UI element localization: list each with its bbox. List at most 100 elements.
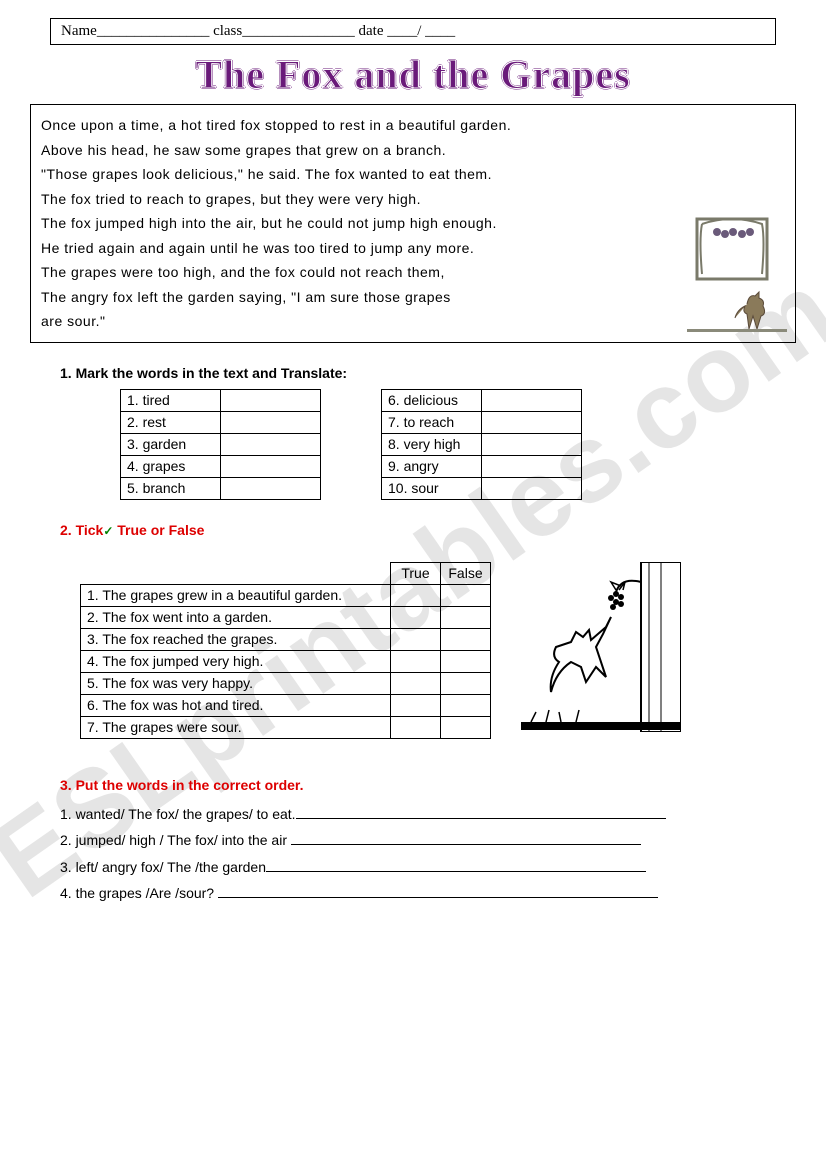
table-row: 1. The grapes grew in a beautiful garden… bbox=[81, 584, 491, 606]
tf-section: True False 1. The grapes grew in a beaut… bbox=[30, 562, 796, 739]
story-line: The fox jumped high into the air, but he… bbox=[41, 211, 785, 236]
false-header: False bbox=[441, 562, 491, 584]
vocab-answer[interactable] bbox=[221, 455, 321, 477]
tf-true-cell[interactable] bbox=[391, 650, 441, 672]
name-label: Name bbox=[61, 23, 97, 39]
vocab-word: garden bbox=[143, 436, 187, 452]
order-prompt: 1. wanted/ The fox/ the grapes/ to eat. bbox=[60, 806, 296, 822]
vocab-table-right: 6. delicious 7. to reach 8. very high 9.… bbox=[381, 389, 582, 500]
table-row: 5. branch bbox=[121, 477, 321, 499]
vocab-answer[interactable] bbox=[482, 433, 582, 455]
table-row: True False bbox=[81, 562, 491, 584]
vocab-answer[interactable] bbox=[482, 455, 582, 477]
tf-statement: 7. The grapes were sour. bbox=[81, 716, 391, 738]
table-row: 5. The fox was very happy. bbox=[81, 672, 491, 694]
order-answer[interactable] bbox=[291, 833, 641, 845]
table-row: 6. delicious bbox=[382, 389, 582, 411]
tf-false-cell[interactable] bbox=[441, 606, 491, 628]
page-title: The Fox and the Grapes bbox=[30, 51, 796, 98]
story-line: The fox tried to reach to grapes, but th… bbox=[41, 187, 785, 212]
order-answer[interactable] bbox=[218, 886, 658, 898]
table-row: 3. The fox reached the grapes. bbox=[81, 628, 491, 650]
table-row: 1. tired bbox=[121, 389, 321, 411]
ex2-label: 2. Tick✓ True or False bbox=[60, 522, 796, 538]
tf-false-cell[interactable] bbox=[441, 672, 491, 694]
tf-true-cell[interactable] bbox=[391, 584, 441, 606]
vocab-num: 4. bbox=[127, 458, 139, 474]
ex2-label-post: True or False bbox=[113, 522, 204, 538]
vocab-tables: 1. tired 2. rest 3. garden 4. grapes 5. … bbox=[120, 389, 796, 500]
tf-statement: 1. The grapes grew in a beautiful garden… bbox=[81, 584, 391, 606]
vocab-table-left: 1. tired 2. rest 3. garden 4. grapes 5. … bbox=[120, 389, 321, 500]
tf-false-cell[interactable] bbox=[441, 694, 491, 716]
vocab-num: 10. bbox=[388, 480, 407, 496]
tf-true-cell[interactable] bbox=[391, 606, 441, 628]
order-prompt: 3. left/ angry fox/ The /the garden bbox=[60, 859, 266, 875]
order-item: 3. left/ angry fox/ The /the garden bbox=[60, 854, 796, 881]
tf-true-cell[interactable] bbox=[391, 694, 441, 716]
table-row: 7. The grapes were sour. bbox=[81, 716, 491, 738]
vocab-word: grapes bbox=[143, 458, 186, 474]
ex2-label-pre: 2. Tick bbox=[60, 522, 103, 538]
tf-true-cell[interactable] bbox=[391, 628, 441, 650]
name-blank[interactable]: _______________ bbox=[97, 23, 210, 39]
story-line: Once upon a time, a hot tired fox stoppe… bbox=[41, 113, 785, 138]
vocab-word: branch bbox=[143, 480, 186, 496]
tf-statement: 2. The fox went into a garden. bbox=[81, 606, 391, 628]
table-row: 7. to reach bbox=[382, 411, 582, 433]
date-blank-2[interactable]: ____ bbox=[425, 23, 455, 39]
table-row: 6. The fox was hot and tired. bbox=[81, 694, 491, 716]
tf-false-cell[interactable] bbox=[441, 716, 491, 738]
tf-false-cell[interactable] bbox=[441, 584, 491, 606]
order-item: 2. jumped/ high / The fox/ into the air bbox=[60, 827, 796, 854]
vocab-num: 8. bbox=[388, 436, 400, 452]
table-row: 10. sour bbox=[382, 477, 582, 499]
tick-icon: ✓ bbox=[103, 524, 113, 538]
vocab-num: 3. bbox=[127, 436, 139, 452]
story-box: Once upon a time, a hot tired fox stoppe… bbox=[30, 104, 796, 343]
vocab-num: 7. bbox=[388, 414, 400, 430]
order-answer[interactable] bbox=[296, 807, 666, 819]
vocab-answer[interactable] bbox=[221, 433, 321, 455]
vocab-num: 6. bbox=[388, 392, 400, 408]
story-line: Above his head, he saw some grapes that … bbox=[41, 138, 785, 163]
vocab-answer[interactable] bbox=[482, 477, 582, 499]
order-item: 1. wanted/ The fox/ the grapes/ to eat. bbox=[60, 801, 796, 828]
vocab-answer[interactable] bbox=[482, 411, 582, 433]
vocab-word: sour bbox=[411, 480, 438, 496]
tf-false-cell[interactable] bbox=[441, 650, 491, 672]
vocab-num: 1. bbox=[127, 392, 139, 408]
vocab-answer[interactable] bbox=[221, 477, 321, 499]
order-prompt: 4. the grapes /Are /sour? bbox=[60, 885, 214, 901]
vocab-answer[interactable] bbox=[482, 389, 582, 411]
date-slash: / bbox=[417, 23, 421, 39]
fox-garden-icon bbox=[687, 214, 787, 334]
date-label: date bbox=[359, 23, 384, 39]
vocab-answer[interactable] bbox=[221, 389, 321, 411]
table-row: 2. rest bbox=[121, 411, 321, 433]
vocab-num: 5. bbox=[127, 480, 139, 496]
vocab-answer[interactable] bbox=[221, 411, 321, 433]
order-answer[interactable] bbox=[266, 860, 646, 872]
tf-true-cell[interactable] bbox=[391, 716, 441, 738]
table-row: 2. The fox went into a garden. bbox=[81, 606, 491, 628]
ex3-label: 3. Put the words in the correct order. bbox=[60, 777, 796, 793]
date-blank-1[interactable]: ____ bbox=[387, 23, 417, 39]
tf-statement: 4. The fox jumped very high. bbox=[81, 650, 391, 672]
vocab-num: 2. bbox=[127, 414, 139, 430]
tf-statement: 3. The fox reached the grapes. bbox=[81, 628, 391, 650]
class-label: class bbox=[213, 23, 242, 39]
tf-true-cell[interactable] bbox=[391, 672, 441, 694]
story-line: "Those grapes look delicious," he said. … bbox=[41, 162, 785, 187]
vocab-word: delicious bbox=[404, 392, 458, 408]
tf-table: True False 1. The grapes grew in a beaut… bbox=[80, 562, 491, 739]
vocab-word: tired bbox=[143, 392, 170, 408]
vocab-num: 9. bbox=[388, 458, 400, 474]
tf-false-cell[interactable] bbox=[441, 628, 491, 650]
table-row: 8. very high bbox=[382, 433, 582, 455]
tf-statement: 6. The fox was hot and tired. bbox=[81, 694, 391, 716]
student-info-box: Name_______________ class_______________… bbox=[50, 18, 776, 45]
story-line: The angry fox left the garden saying, "I… bbox=[41, 285, 785, 310]
class-blank[interactable]: _______________ bbox=[242, 23, 355, 39]
order-prompt: 2. jumped/ high / The fox/ into the air bbox=[60, 832, 287, 848]
